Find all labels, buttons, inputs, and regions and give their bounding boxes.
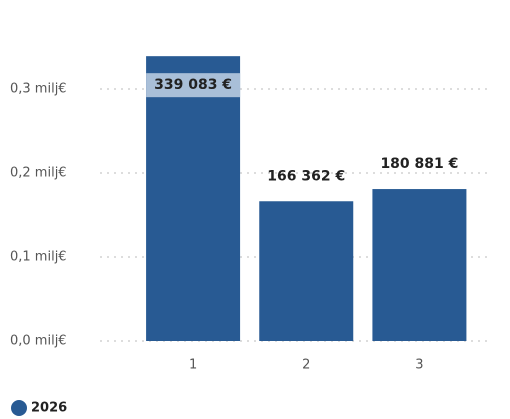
value-label: 339 083 € [154, 77, 232, 93]
y-tick-label: 0,2 milj€ [10, 166, 67, 181]
x-tick-label: 1 [189, 358, 197, 373]
y-tick-label: 0,1 milj€ [10, 250, 67, 265]
y-tick-label: 0,0 milj€ [10, 334, 67, 349]
bar [372, 189, 467, 341]
bar [259, 201, 354, 341]
x-tick-label: 2 [302, 358, 310, 373]
legend-label: 2026 [31, 401, 67, 416]
legend-marker [11, 400, 27, 416]
y-tick-label: 0,3 milj€ [10, 82, 67, 97]
value-label-bg [146, 73, 241, 98]
bar [146, 56, 241, 341]
value-label: 180 881 € [380, 156, 458, 172]
x-tick-label: 3 [415, 358, 423, 373]
value-label: 166 362 € [267, 168, 345, 184]
